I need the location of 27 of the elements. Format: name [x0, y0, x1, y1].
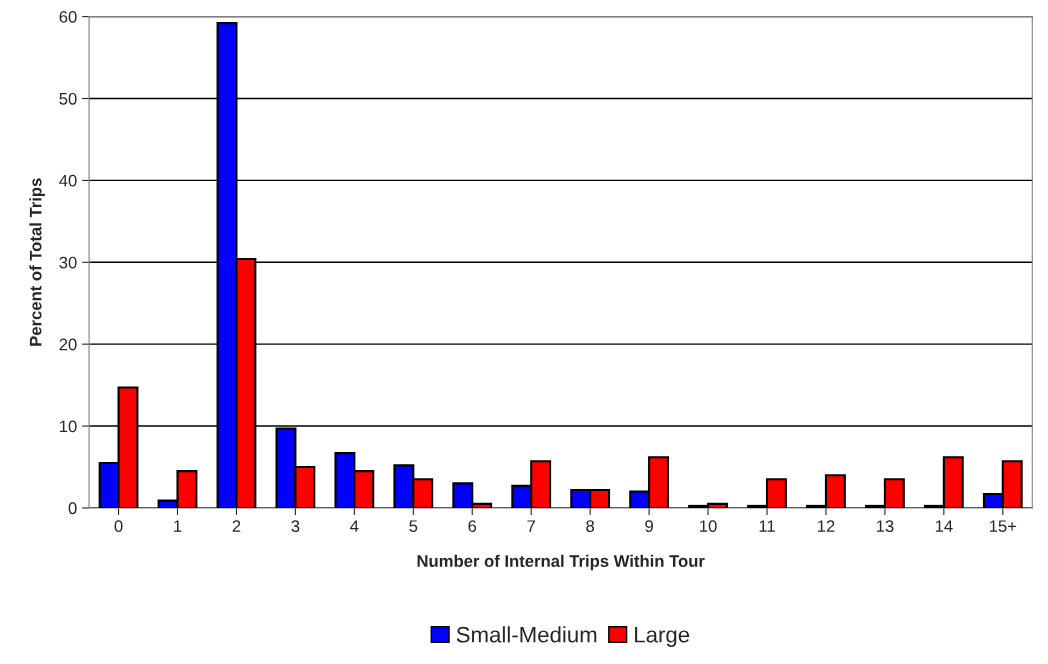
x-tick-label: 2: [232, 520, 241, 532]
x-tick-label: 15+: [989, 520, 1017, 533]
y-tick-label: 0: [68, 502, 77, 515]
x-tick-label: 12: [817, 520, 835, 532]
y-tick-label: 10: [60, 420, 77, 433]
y-tick-label: 60: [59, 11, 77, 23]
x-tick-label: 4: [350, 520, 359, 532]
x-tick-label: 8: [586, 520, 595, 533]
y-tick-label: 30: [59, 256, 77, 269]
y-tick-label: 20: [59, 338, 77, 351]
legend-label: Small-Medium: [456, 626, 597, 643]
x-tick-label: 7: [527, 520, 535, 532]
x-tick-label: 14: [935, 520, 953, 532]
x-tick-label: 10: [700, 520, 717, 533]
x-tick-label: 1: [174, 520, 182, 532]
x-tick-label: 11: [759, 520, 775, 532]
x-tick-label: 9: [645, 520, 653, 533]
x-axis-title: Number of Internal Trips Within Tour: [417, 554, 705, 571]
y-tick-label: 40: [59, 174, 77, 187]
y-tick-label: 50: [59, 92, 77, 105]
x-tick-label: 0: [114, 520, 123, 533]
x-tick-label: 13: [876, 520, 894, 533]
legend-label: Large: [635, 627, 690, 647]
x-tick-label: 6: [468, 520, 477, 533]
x-tick-label: 3: [291, 520, 300, 533]
x-tick-label: 5: [409, 520, 418, 533]
y-axis-title: Percent of Total Trips: [29, 178, 45, 346]
